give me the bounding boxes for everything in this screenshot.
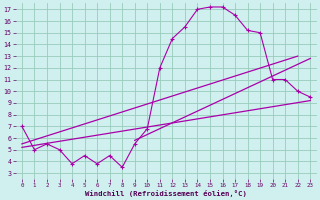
- X-axis label: Windchill (Refroidissement éolien,°C): Windchill (Refroidissement éolien,°C): [85, 190, 247, 197]
